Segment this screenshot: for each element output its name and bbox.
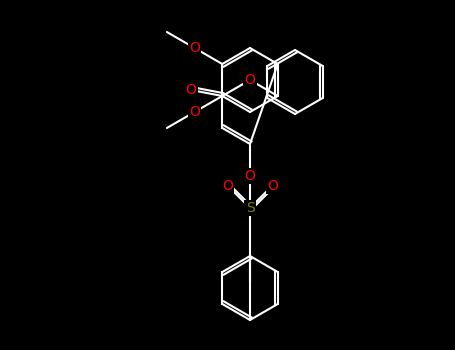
Text: S: S <box>246 201 254 215</box>
Text: O: O <box>189 105 200 119</box>
Text: O: O <box>267 178 278 192</box>
Text: O: O <box>222 178 233 192</box>
Text: O: O <box>189 41 200 55</box>
Text: O: O <box>245 169 255 183</box>
Text: O: O <box>245 73 255 87</box>
Text: O: O <box>186 83 196 97</box>
